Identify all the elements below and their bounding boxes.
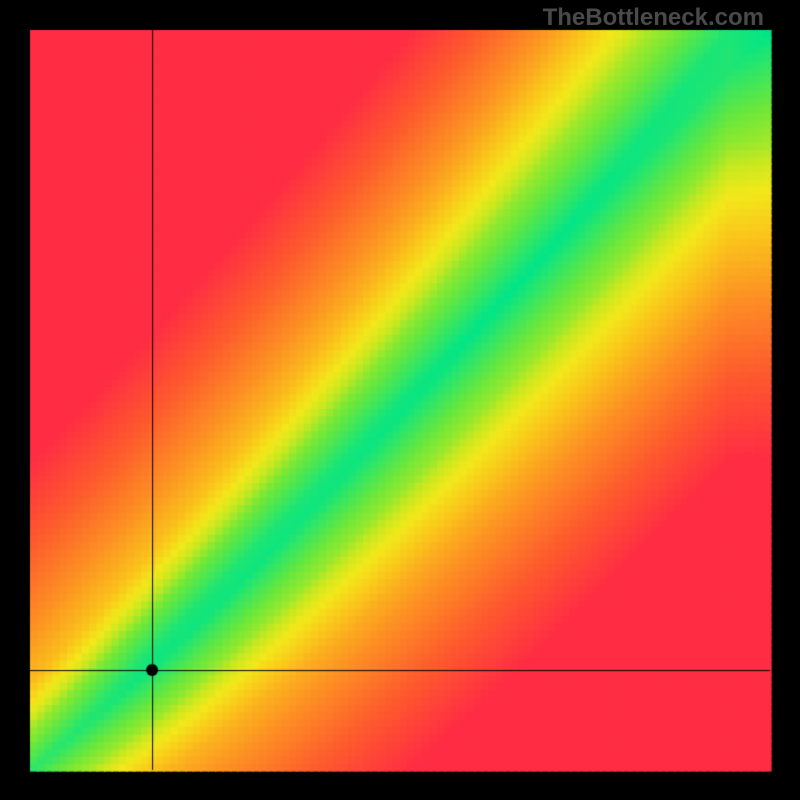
watermark-text: TheBottleneck.com bbox=[543, 4, 764, 32]
bottleneck-heatmap bbox=[0, 0, 800, 800]
